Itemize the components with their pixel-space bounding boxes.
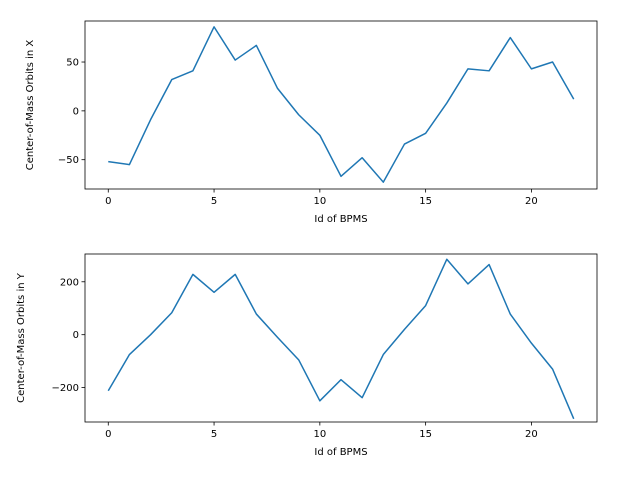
- x-tick-label: 20: [525, 429, 538, 440]
- y-axis-label-top: Center-of-Mass Orbits in X: [25, 40, 36, 171]
- y-tick-label: −50: [58, 155, 79, 166]
- x-ticks-top: 0 5 10 15 20: [105, 189, 538, 207]
- x-tick-label: 10: [313, 429, 326, 440]
- y-ticks-top: −50 0 50: [58, 58, 85, 166]
- x-axis-label-bottom: Id of BPMS: [314, 447, 367, 458]
- x-tick-label: 5: [211, 429, 217, 440]
- plot-frame-x: [84, 20, 598, 190]
- y-axis-label-bottom: Center-of-Mass Orbits in Y: [16, 272, 27, 403]
- x-tick-label: 20: [525, 196, 538, 207]
- subplot-x-orbits: 0 5 10 15 20 −50 0 50 Id of BPMS Center-of-Mas…: [25, 20, 598, 225]
- series-line-y: [107, 258, 575, 420]
- series-line-x: [108, 26, 575, 183]
- plot-frame-y: [84, 253, 598, 423]
- x-tick-label: 0: [105, 196, 111, 207]
- y-tick-label: 200: [60, 277, 79, 288]
- y-tick-label: −200: [52, 383, 79, 394]
- x-tick-label: 15: [419, 429, 432, 440]
- y-tick-label: 50: [66, 58, 79, 69]
- x-tick-label: 15: [419, 196, 432, 207]
- y-tick-label: 0: [73, 330, 79, 341]
- x-tick-label: 5: [211, 196, 217, 207]
- subplot-y-orbits: 0 5 10 15 20 −200 0 200 Id of BPMS Center-of-M…: [16, 253, 598, 458]
- x-ticks-bottom: 0 5 10 15 20: [105, 422, 538, 440]
- y-ticks-bottom: −200 0 200: [52, 277, 85, 394]
- x-tick-label: 10: [313, 196, 326, 207]
- x-tick-label: 0: [105, 429, 111, 440]
- y-tick-label: 0: [73, 106, 79, 117]
- x-axis-label-top: Id of BPMS: [314, 214, 367, 225]
